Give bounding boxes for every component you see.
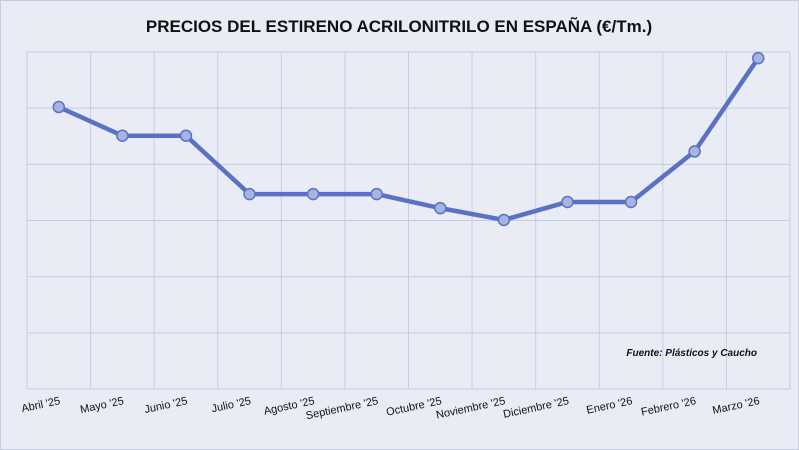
data-point [751,51,765,65]
data-point [688,145,701,158]
series-line [56,55,761,223]
data-point [561,195,574,209]
data-point [243,187,256,201]
data-point [434,201,447,215]
source-note: Fuente: Plásticos y Caucho [626,348,757,359]
data-point [52,100,66,114]
data-point [179,129,193,142]
series-layer [52,51,765,227]
data-point [306,187,320,201]
grid [26,51,791,390]
data-point [370,187,383,201]
data-point [624,195,638,209]
data-point [497,213,511,227]
data-point [116,129,129,142]
chart-title: PRECIOS DEL ESTIRENO ACRILONITRILO EN ES… [146,16,652,36]
